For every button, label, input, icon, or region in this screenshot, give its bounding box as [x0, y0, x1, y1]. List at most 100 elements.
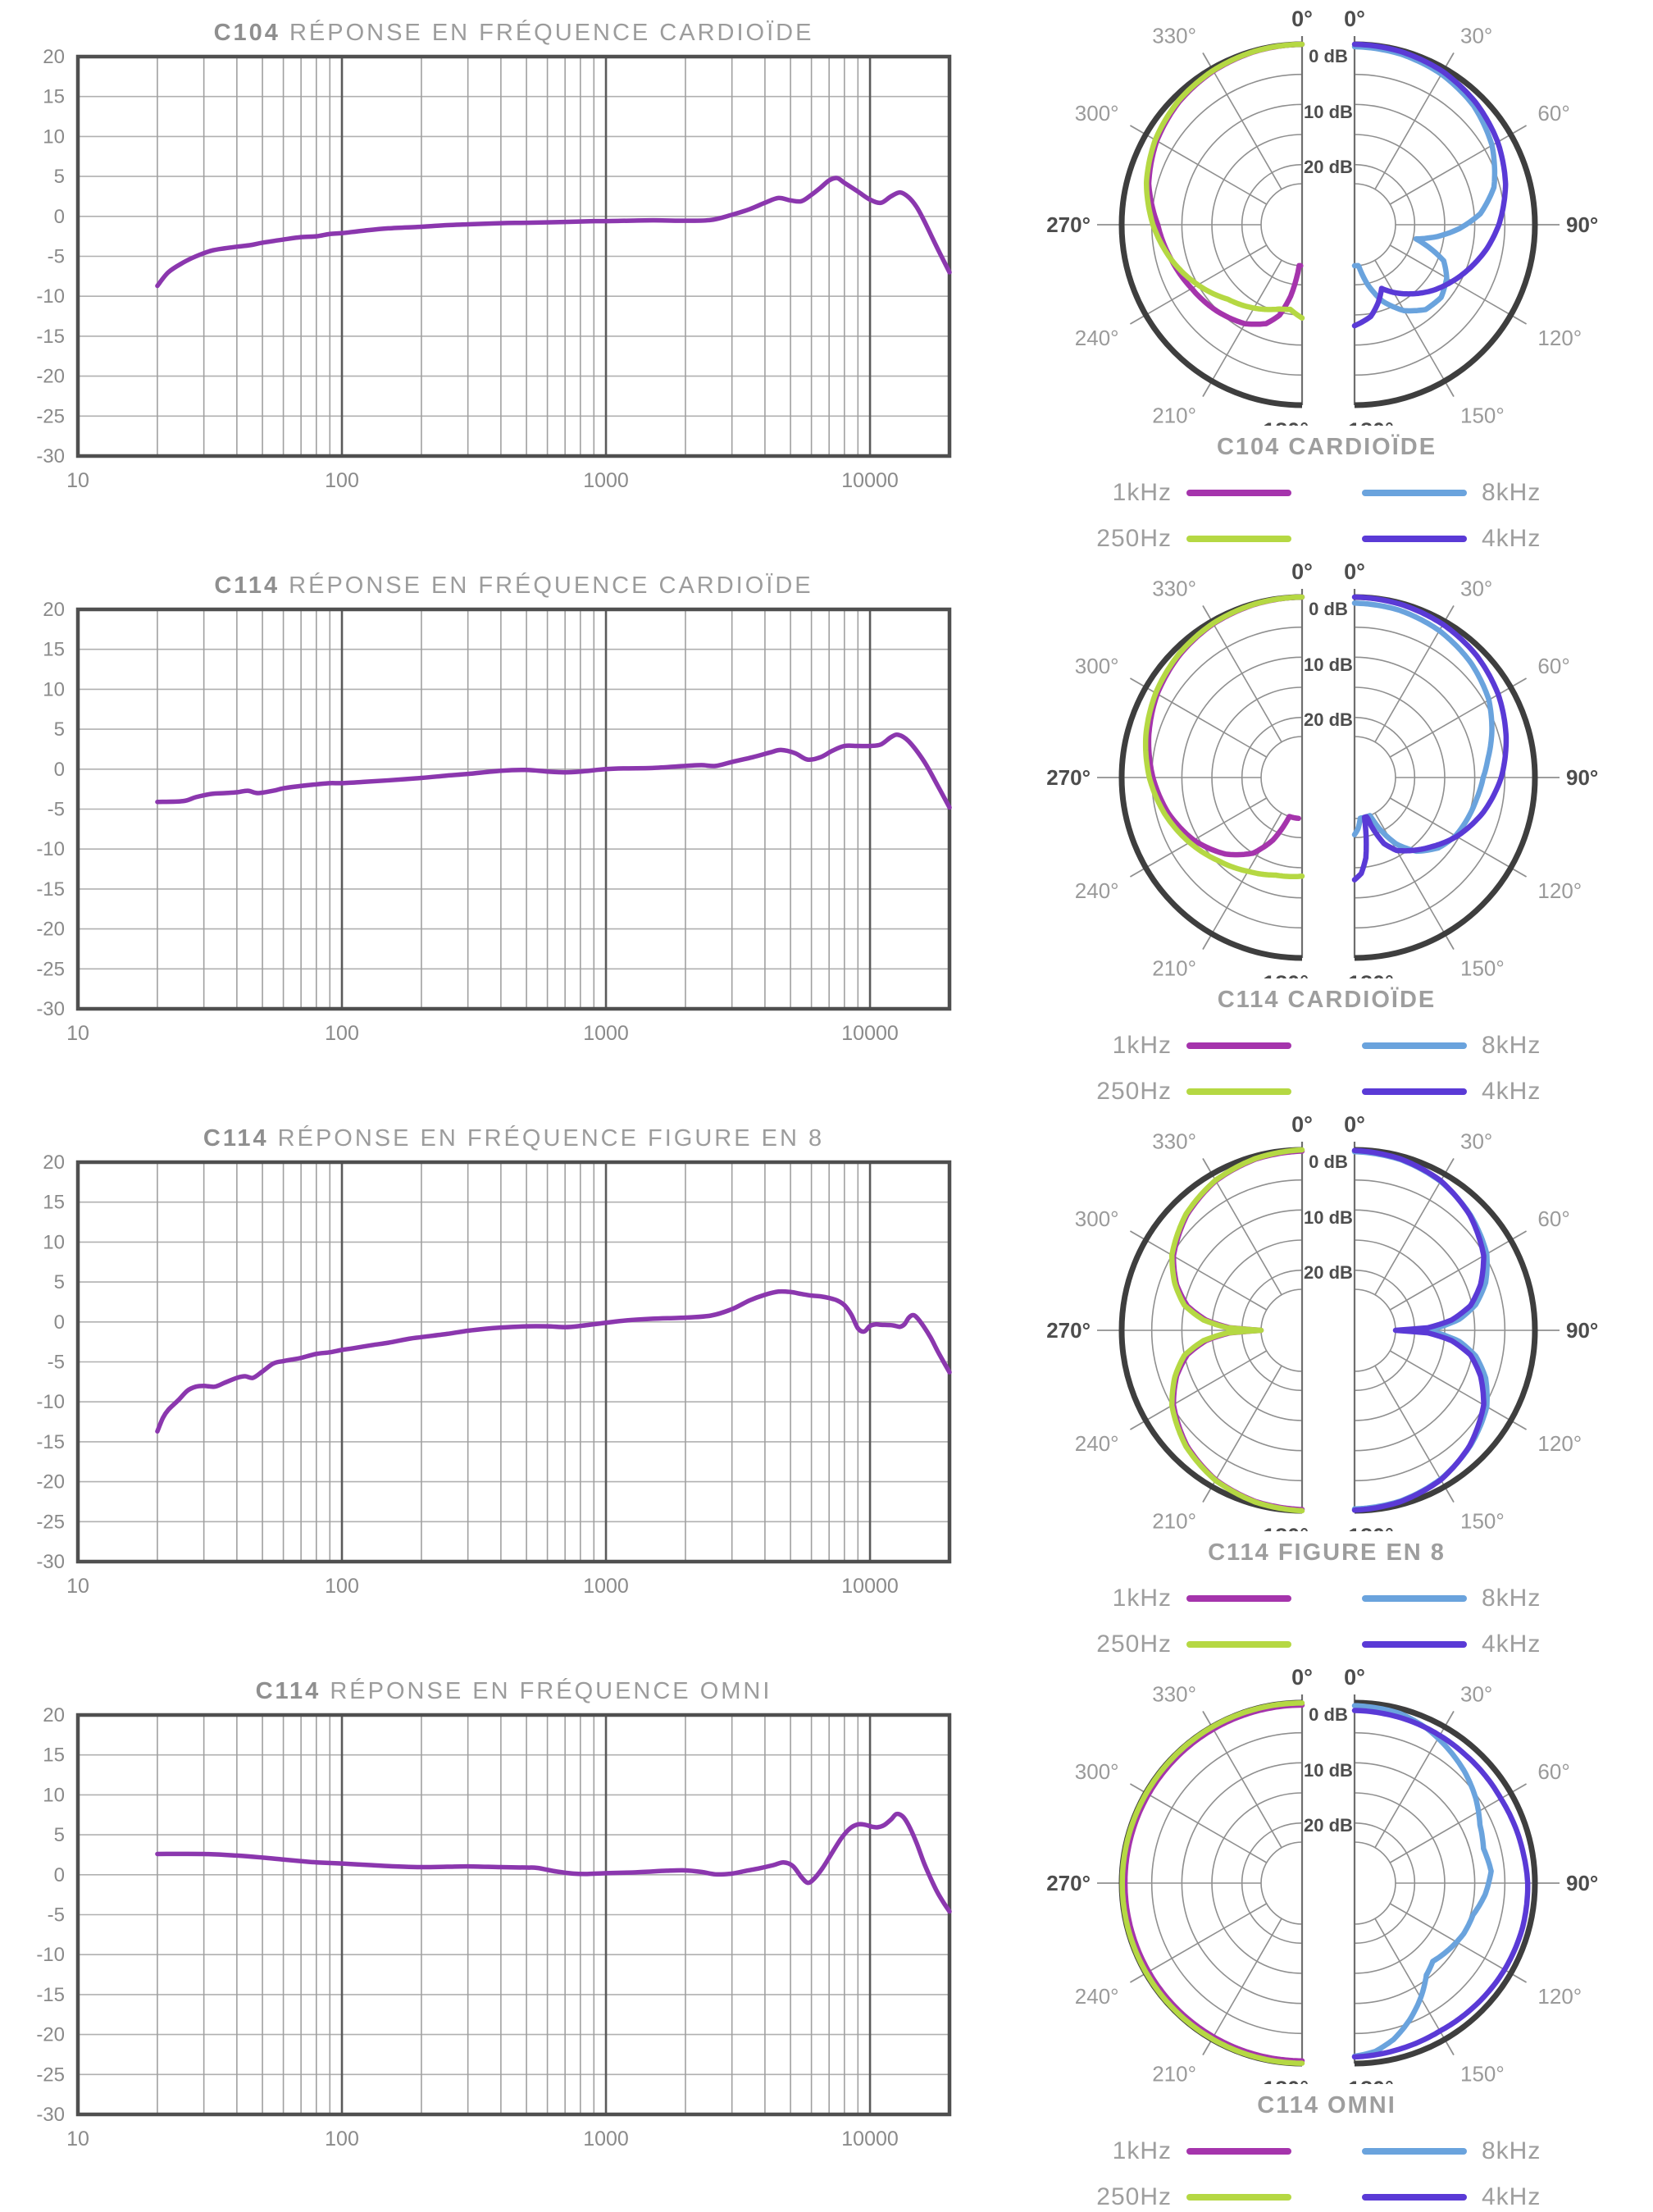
svg-text:150°: 150° — [1460, 1508, 1505, 1531]
svg-text:10: 10 — [66, 1575, 89, 1598]
svg-text:150°: 150° — [1460, 955, 1505, 978]
svg-text:210°: 210° — [1152, 955, 1196, 978]
polar-pattern-block: 0 dB 10 dB 20 dB 0° 0° 180° 180° 330° 300° 270° 24… — [1000, 0, 1653, 553]
legend-swatch-250hz — [1186, 2194, 1291, 2201]
svg-text:-5: -5 — [48, 1352, 65, 1374]
svg-text:100: 100 — [325, 469, 359, 492]
svg-text:10 dB: 10 dB — [1304, 1760, 1353, 1781]
polar-pattern-chart: 0 dB 10 dB 20 dB 0° 0° 180° 180° 330° 300° 270° 24… — [1046, 559, 1598, 978]
legend-swatch-250hz — [1186, 1641, 1291, 1648]
svg-text:-20: -20 — [36, 366, 65, 388]
legend-row: 1kHz 8kHz — [1065, 1585, 1588, 1612]
svg-text:1000: 1000 — [583, 2128, 629, 2150]
legend-label-250hz: 250Hz — [1096, 525, 1172, 552]
svg-text:240°: 240° — [1075, 1984, 1119, 2009]
svg-text:-10: -10 — [36, 1944, 65, 1966]
svg-text:-15: -15 — [36, 1984, 65, 2006]
svg-text:10 dB: 10 dB — [1304, 102, 1353, 122]
svg-text:-25: -25 — [36, 1511, 65, 1533]
svg-text:-5: -5 — [48, 246, 65, 268]
svg-text:10: 10 — [66, 2128, 89, 2150]
svg-text:180°: 180° — [1348, 418, 1394, 426]
frequency-response-block: C114 RÉPONSE EN FRÉQUENCE FIGURE EN 8 20… — [0, 1106, 1000, 1658]
legend-row: 1kHz 8kHz — [1065, 479, 1588, 507]
svg-text:-15: -15 — [36, 1431, 65, 1453]
polar-pattern-chart: 0 dB 10 dB 20 dB 0° 0° 180° 180° 330° 300° 270° 24… — [1046, 1112, 1598, 1531]
chart-title: C104 RÉPONSE EN FRÉQUENCE CARDIOÏDE — [78, 20, 949, 47]
svg-text:0 dB: 0 dB — [1309, 1152, 1348, 1172]
chart-title: C114 RÉPONSE EN FRÉQUENCE CARDIOÏDE — [78, 572, 949, 600]
svg-text:30°: 30° — [1460, 1129, 1492, 1154]
svg-text:120°: 120° — [1537, 878, 1582, 903]
svg-text:60°: 60° — [1537, 1206, 1569, 1231]
svg-text:100: 100 — [325, 1575, 359, 1598]
svg-text:15: 15 — [43, 86, 65, 108]
svg-text:0: 0 — [54, 206, 65, 228]
model-number: C114 — [214, 572, 280, 599]
svg-text:180°: 180° — [1263, 971, 1309, 978]
svg-text:15: 15 — [43, 639, 65, 661]
legend-label-8khz: 8kHz — [1482, 1585, 1541, 1612]
frequency-response-block: C114 RÉPONSE EN FRÉQUENCE CARDIOÏDE 20 15… — [0, 553, 1000, 1106]
svg-text:30°: 30° — [1460, 577, 1492, 601]
legend-swatch-8khz — [1362, 2148, 1467, 2155]
legend-label-4khz: 4kHz — [1482, 525, 1541, 552]
svg-text:-25: -25 — [36, 405, 65, 427]
polar-pattern-block: 0 dB 10 dB 20 dB 0° 0° 180° 180° 330° 300° 270° 24… — [1000, 1106, 1653, 1658]
svg-text:270°: 270° — [1046, 765, 1091, 790]
legend-swatch-8khz — [1362, 1042, 1467, 1049]
chart-row-c114-omni: C114 RÉPONSE EN FRÉQUENCE OMNI 20 15 10 5 0 -… — [0, 1658, 1653, 2211]
svg-text:10000: 10000 — [841, 469, 899, 492]
svg-text:30°: 30° — [1460, 24, 1492, 48]
svg-text:20 dB: 20 dB — [1304, 1262, 1353, 1283]
legend-row: 1kHz 8kHz — [1065, 1032, 1588, 1060]
svg-text:-20: -20 — [36, 1471, 65, 1494]
svg-text:10000: 10000 — [841, 1022, 899, 1045]
svg-text:60°: 60° — [1537, 101, 1569, 125]
svg-text:10: 10 — [66, 469, 89, 492]
legend-row: 1kHz 8kHz — [1065, 2137, 1588, 2165]
svg-text:180°: 180° — [1263, 418, 1309, 426]
chart-row-c114-figure8: C114 RÉPONSE EN FRÉQUENCE FIGURE EN 8 20… — [0, 1106, 1653, 1658]
legend-swatch-4khz — [1362, 2194, 1467, 2201]
svg-text:150°: 150° — [1460, 2061, 1505, 2084]
polar-legend: C114 CARDIOÏDE 1kHz 8kHz 250Hz 4kHz — [1065, 987, 1588, 1106]
svg-text:20 dB: 20 dB — [1304, 709, 1353, 730]
svg-text:330°: 330° — [1152, 577, 1196, 601]
svg-text:20: 20 — [43, 47, 65, 68]
frequency-response-block: C104 RÉPONSE EN FRÉQUENCE CARDIOÏDE 20 15… — [0, 0, 1000, 553]
legend-label-250hz: 250Hz — [1096, 1630, 1172, 1658]
svg-text:270°: 270° — [1046, 1318, 1091, 1343]
svg-text:0°: 0° — [1291, 1665, 1313, 1690]
svg-text:1000: 1000 — [583, 469, 629, 492]
svg-text:270°: 270° — [1046, 212, 1091, 237]
legend-label-4khz: 4kHz — [1482, 1630, 1541, 1658]
svg-text:120°: 120° — [1537, 1984, 1582, 2009]
legend-label-8khz: 8kHz — [1482, 1032, 1541, 1059]
polar-pattern-chart: 0 dB 10 dB 20 dB 0° 0° 180° 180° 330° 300° 270° 24… — [1046, 7, 1598, 426]
svg-text:180°: 180° — [1348, 2077, 1394, 2084]
svg-text:0 dB: 0 dB — [1309, 1704, 1348, 1725]
svg-text:90°: 90° — [1566, 1871, 1598, 1895]
legend-label-250hz: 250Hz — [1096, 1078, 1172, 1105]
legend-label-250hz: 250Hz — [1096, 2183, 1172, 2210]
svg-text:0°: 0° — [1344, 559, 1365, 584]
svg-text:120°: 120° — [1537, 1431, 1582, 1456]
legend-swatch-4khz — [1362, 536, 1467, 542]
legend-swatch-1khz — [1186, 2148, 1291, 2155]
svg-text:0°: 0° — [1291, 7, 1313, 31]
chart-row-c104-cardioid: C104 RÉPONSE EN FRÉQUENCE CARDIOÏDE 20 15… — [0, 0, 1653, 553]
svg-text:0: 0 — [54, 1864, 65, 1886]
svg-text:180°: 180° — [1263, 2077, 1309, 2084]
legend-row: 250Hz 4kHz — [1065, 1078, 1588, 1106]
svg-text:180°: 180° — [1348, 971, 1394, 978]
legend-label-4khz: 4kHz — [1482, 1078, 1541, 1105]
polar-pattern-block: 0 dB 10 dB 20 dB 0° 0° 180° 180° 330° 300° 270° 24… — [1000, 553, 1653, 1106]
svg-text:-30: -30 — [36, 2104, 65, 2126]
svg-text:-20: -20 — [36, 919, 65, 941]
svg-text:240°: 240° — [1075, 326, 1119, 350]
polar-legend: C114 FIGURE EN 8 1kHz 8kHz 250Hz 4kHz — [1065, 1539, 1588, 1658]
svg-text:210°: 210° — [1152, 403, 1196, 426]
